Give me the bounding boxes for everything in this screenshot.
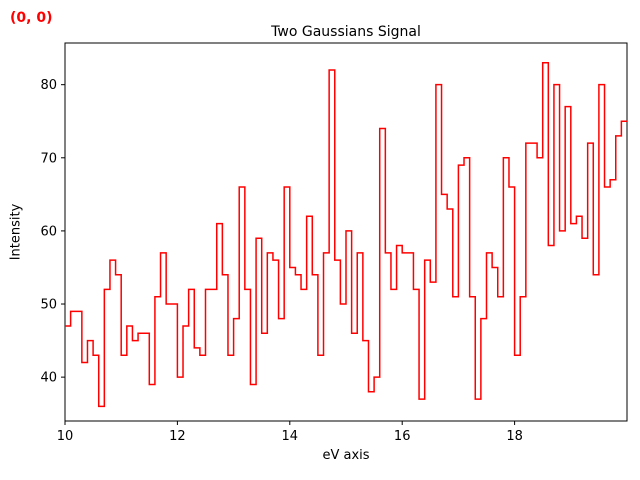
x-tick-label: 18 <box>506 429 523 444</box>
y-tick-label: 80 <box>40 78 57 93</box>
x-tick-label: 12 <box>169 429 186 444</box>
y-tick-label: 40 <box>40 371 57 386</box>
y-axis-label: Intensity <box>8 203 24 261</box>
origin-annotation: (0, 0) <box>10 10 53 26</box>
y-tick-label: 60 <box>40 224 57 239</box>
y-tick-label: 70 <box>40 151 57 166</box>
y-tick-label: 50 <box>40 298 57 313</box>
axes-box <box>64 42 628 422</box>
x-tick-label: 10 <box>57 429 74 444</box>
signal-step-line <box>65 61 627 408</box>
x-tick-label: 16 <box>394 429 411 444</box>
chart-title: Two Gaussians Signal <box>271 24 421 40</box>
x-tick-label: 14 <box>282 429 299 444</box>
x-axis-label: eV axis <box>322 448 370 463</box>
